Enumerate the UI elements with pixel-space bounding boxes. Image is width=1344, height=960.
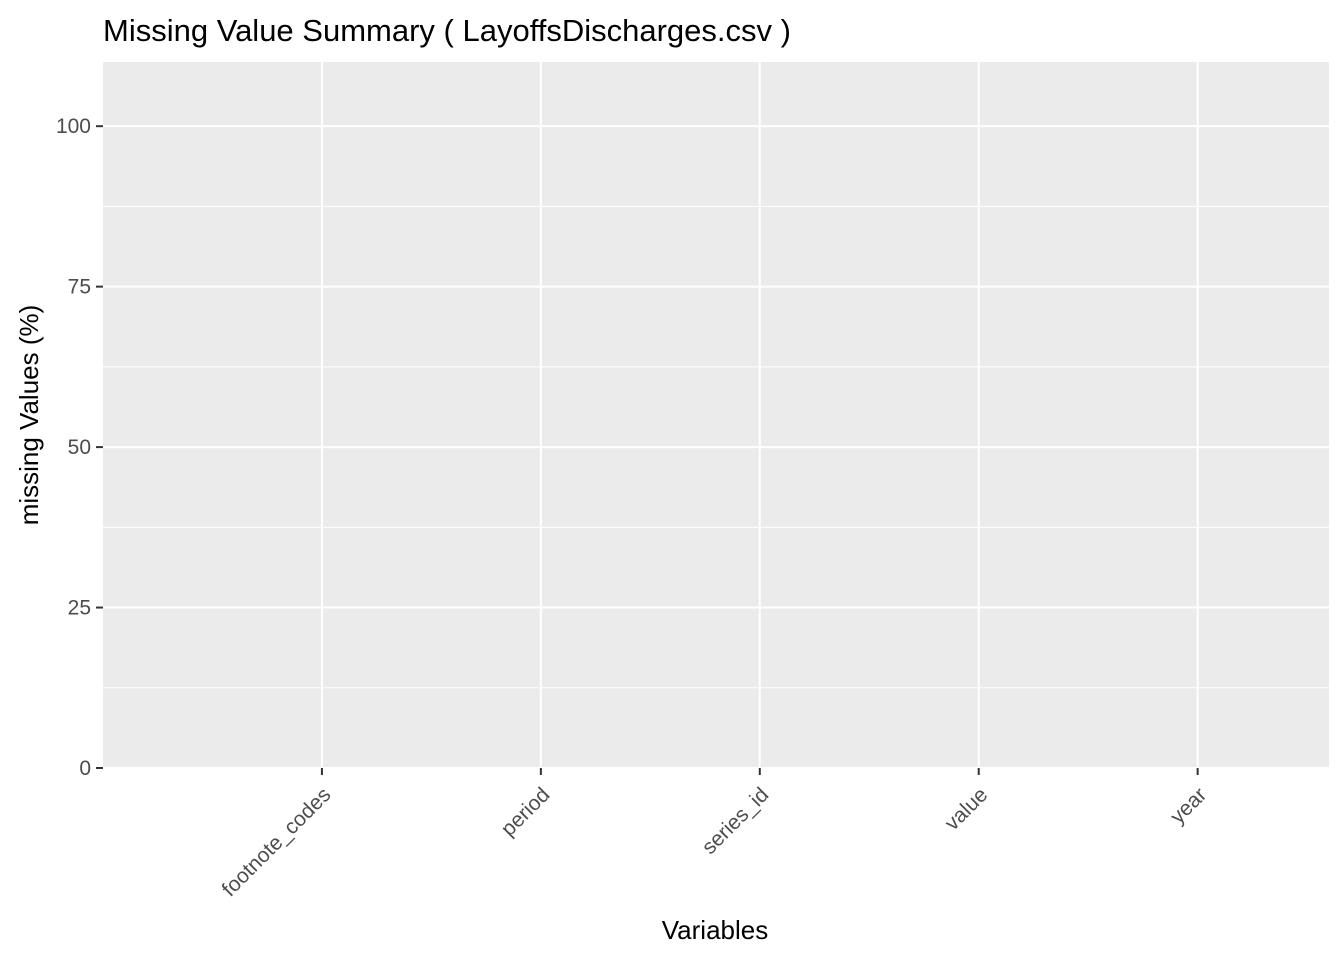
x-axis: footnote_codes period series_id value year: [218, 768, 1211, 901]
y-axis-title: missing Values (%): [14, 305, 44, 526]
x-tick-label: series_id: [698, 783, 774, 859]
y-tick-label: 0: [79, 757, 91, 780]
plot-panel: [103, 62, 1329, 768]
major-gridlines-y: [103, 125, 1329, 769]
x-tick-label: year: [1166, 783, 1211, 828]
x-tick-label: period: [497, 783, 555, 841]
y-tick-label: 100: [56, 115, 91, 138]
y-tick-label: 50: [68, 436, 91, 459]
x-tick-label: footnote_codes: [218, 783, 336, 901]
minor-gridlines: [103, 205, 1329, 689]
chart-title: Missing Value Summary ( LayoffsDischarge…: [103, 13, 791, 48]
x-axis-title: Variables: [662, 915, 768, 945]
y-tick-label: 25: [68, 597, 91, 620]
y-axis: 0 25 50 75 100: [56, 115, 103, 780]
x-tick-label: value: [940, 783, 992, 835]
major-gridlines-x: [320, 62, 1199, 768]
y-tick-label: 75: [68, 276, 91, 299]
